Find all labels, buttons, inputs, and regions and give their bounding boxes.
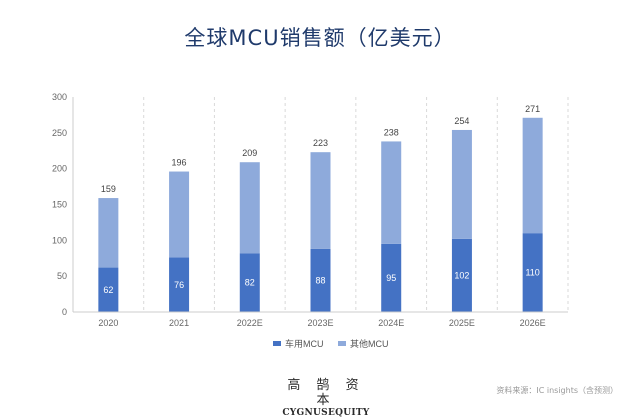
bar-value-label: 62 bbox=[103, 285, 113, 295]
bar-value-label: 102 bbox=[454, 270, 469, 280]
bar-other-mcu bbox=[381, 141, 402, 244]
bar-auto-mcu bbox=[451, 238, 472, 312]
y-tick-label: 150 bbox=[52, 200, 67, 210]
x-tick-label: 2022E bbox=[237, 318, 263, 328]
bar-auto-mcu bbox=[522, 233, 543, 312]
bar-value-label: 76 bbox=[174, 280, 184, 290]
chart-title: 全球MCU销售额（亿美元） bbox=[184, 26, 456, 50]
bar-total-label: 271 bbox=[525, 104, 540, 114]
bar-auto-mcu bbox=[169, 257, 190, 312]
y-tick-label: 0 bbox=[62, 307, 67, 317]
legend: 车用MCU 其他MCU bbox=[273, 338, 389, 349]
logo-chinese: 高 鹄 资 本 bbox=[287, 378, 365, 408]
bar-total-label: 209 bbox=[242, 148, 257, 158]
bar-other-mcu bbox=[451, 129, 472, 239]
x-tick-label: 2020 bbox=[98, 318, 118, 328]
y-tick-labels: 0 50 100 150 200 250 300 bbox=[52, 92, 67, 317]
bar-auto-mcu bbox=[310, 248, 331, 312]
bar-other-mcu bbox=[310, 152, 331, 249]
logo-english: CYGNUSEQUITY bbox=[282, 408, 370, 418]
legend-label-auto: 车用MCU bbox=[285, 338, 324, 349]
bar-value-label: 82 bbox=[245, 278, 255, 288]
x-tick-label: 2023E bbox=[307, 318, 333, 328]
company-logo: 高 鹄 资 本 CYGNUSEQUITY bbox=[280, 378, 372, 419]
legend-swatch-other bbox=[338, 341, 346, 346]
bar-value-label: 95 bbox=[386, 273, 396, 283]
bar-value-label: 110 bbox=[525, 268, 539, 278]
bar-total-label: 223 bbox=[313, 138, 328, 148]
source-note: 资料来源：IC insights（含预测） bbox=[496, 386, 618, 395]
y-tick-label: 50 bbox=[57, 271, 67, 281]
x-tick-label: 2025E bbox=[449, 318, 475, 328]
bar-value-label: 88 bbox=[315, 275, 325, 285]
legend-label-other: 其他MCU bbox=[350, 338, 389, 349]
x-tick-label: 2021 bbox=[169, 318, 189, 328]
bar-total-label: 238 bbox=[384, 127, 399, 137]
x-tick-labels: 2020 2021 2022E 2023E 2024E 2025E 2026E bbox=[98, 318, 545, 328]
bar-other-mcu bbox=[169, 171, 190, 258]
bar-other-mcu bbox=[239, 162, 260, 254]
bar-auto-mcu bbox=[381, 243, 402, 312]
y-tick-label: 200 bbox=[52, 164, 67, 174]
bar-auto-mcu bbox=[98, 267, 119, 312]
y-tick-label: 250 bbox=[52, 128, 67, 138]
x-tick-label: 2026E bbox=[520, 318, 546, 328]
y-tick-label: 300 bbox=[52, 92, 67, 102]
x-tick-label: 2024E bbox=[378, 318, 404, 328]
y-tick-label: 100 bbox=[52, 235, 67, 245]
bars: 62 159 76 196 82 209 88 223 95 238 102 254 110 271 bbox=[98, 104, 543, 312]
bar-total-label: 159 bbox=[101, 184, 116, 194]
gridlines bbox=[143, 97, 569, 312]
bar-total-label: 196 bbox=[172, 158, 187, 168]
legend-swatch-auto bbox=[273, 341, 281, 346]
bar-total-label: 254 bbox=[454, 116, 469, 126]
bar-other-mcu bbox=[522, 117, 543, 234]
bar-auto-mcu bbox=[239, 253, 260, 312]
bar-other-mcu bbox=[98, 198, 119, 268]
